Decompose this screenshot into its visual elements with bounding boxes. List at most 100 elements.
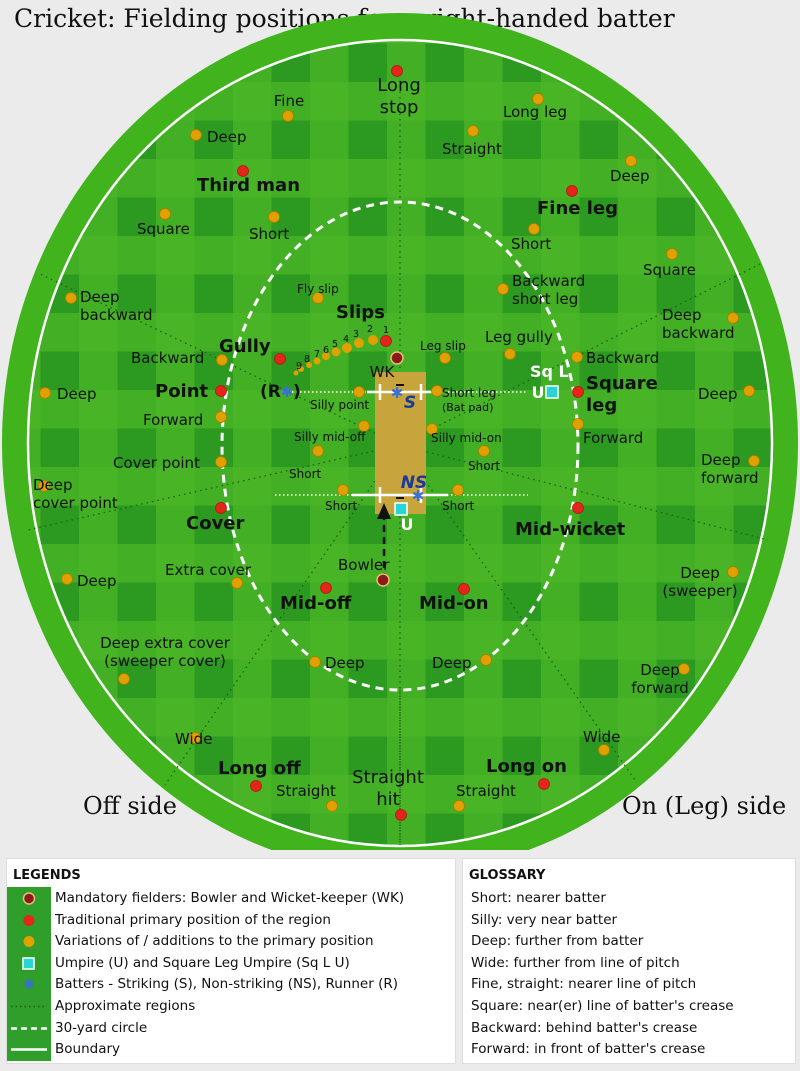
variation-position-marker xyxy=(467,125,479,137)
long-leg-label: Long leg xyxy=(503,103,567,121)
variation-position-marker xyxy=(452,484,464,496)
leg-slip-label: Leg slip xyxy=(420,339,466,353)
square-fl-label: Square xyxy=(643,261,696,279)
forward-point-label: Forward xyxy=(143,411,203,429)
slip-marker xyxy=(298,366,304,372)
primary-position-marker xyxy=(572,386,584,398)
deep-extra-cover-label: Deep extra cover (sweeper cover) xyxy=(100,634,231,670)
slip-marker xyxy=(322,352,330,360)
variation-position-marker xyxy=(39,387,51,399)
slip-number-label: 7 xyxy=(314,349,320,360)
runner-label: (R xyxy=(260,382,281,402)
runner-paren: ) xyxy=(293,382,301,402)
fine-leg-label: Fine leg xyxy=(537,198,618,219)
primary-position-marker xyxy=(380,335,392,347)
slip-marker xyxy=(306,362,312,368)
variation-position-marker xyxy=(159,208,171,220)
primary-position-marker xyxy=(572,502,584,514)
variation-position-marker xyxy=(38,480,50,492)
variation-position-marker xyxy=(727,312,739,324)
deep-mid-on-label: Deep xyxy=(432,654,472,672)
variation-position-marker xyxy=(497,283,509,295)
glossary-item: Silly: very near batter xyxy=(471,911,618,928)
variation-position-marker xyxy=(216,354,228,366)
deep-fine-label: Deep xyxy=(207,128,247,146)
wide-on-label: Wide xyxy=(583,728,620,746)
deep-backward-leg-label: Deep backward xyxy=(662,306,735,342)
variation-position-marker xyxy=(426,423,438,435)
short-fl-label: Short xyxy=(511,235,551,253)
bowler-label: Bowler xyxy=(338,556,390,574)
legend-heading: LEGENDS xyxy=(13,868,81,883)
variation-position-marker xyxy=(678,663,690,675)
backward-sq-leg-label: Backward xyxy=(586,349,659,367)
boundary-line xyxy=(26,38,774,848)
silly-mid-off-label: Silly mid-off xyxy=(294,430,366,444)
runner-marker: ✱ xyxy=(281,383,294,401)
primary-position-marker xyxy=(250,780,262,792)
fly-slip-label: Fly slip xyxy=(297,282,339,296)
deep-forward-label: Deep forward xyxy=(701,451,759,487)
backward-point-label: Backward xyxy=(131,349,204,367)
slips-label: Slips xyxy=(336,302,385,323)
primary-position-marker xyxy=(566,185,578,197)
slip-number-label: 8 xyxy=(304,354,310,365)
variation-position-marker xyxy=(189,732,201,744)
legend-item: Mandatory fielders: Bowler and Wicket-ke… xyxy=(7,887,455,910)
short-on-1-label: Short xyxy=(468,459,500,473)
creases xyxy=(352,384,448,503)
variation-position-marker xyxy=(504,348,516,360)
variation-position-marker xyxy=(61,573,73,585)
slip-number-label: 6 xyxy=(323,345,329,356)
slip-number-label: 9 xyxy=(296,361,302,372)
variation-position-marker xyxy=(453,800,465,812)
bowler-run-up-arrow xyxy=(377,503,401,845)
primary-position-marker xyxy=(215,385,227,397)
legend-item: Variations of / additions to the primary… xyxy=(7,930,455,954)
legend-item: 30-yard circle xyxy=(7,1016,455,1040)
variation-position-marker xyxy=(118,673,130,685)
slip-marker xyxy=(354,338,364,348)
variation-position-marker xyxy=(215,456,227,468)
striker-label: S xyxy=(404,393,416,413)
leg-gully-label: Leg gully xyxy=(485,328,553,346)
primary-position-marker xyxy=(274,353,286,365)
striking-batter-marker: ✱ xyxy=(391,384,404,402)
variation-position-marker xyxy=(625,155,637,167)
deep-mid-off-label: Deep xyxy=(325,654,365,672)
variation-position-marker xyxy=(312,445,324,457)
variation-position-marker xyxy=(353,386,365,398)
legend-item: Traditional primary position of the regi… xyxy=(7,908,455,932)
variation-position-marker xyxy=(268,211,280,223)
point-label: Point xyxy=(155,381,209,402)
variation-position-marker xyxy=(748,455,760,467)
variation-position-marker xyxy=(598,744,610,756)
glossary-item: Forward: in front of batter's crease xyxy=(471,1041,706,1058)
deep-long-leg-label: Deep xyxy=(610,167,650,185)
deep-sweeper-label: Deep (sweeper) xyxy=(662,564,737,600)
glossary-item: Short: nearer batter xyxy=(471,890,606,906)
mid-off-label: Mid-off xyxy=(280,593,352,614)
non-striker-label: NS xyxy=(401,473,427,493)
deep-point-label: Deep xyxy=(57,385,97,403)
slip-marker xyxy=(293,370,299,376)
variation-position-marker xyxy=(190,129,202,141)
primary-position-marker xyxy=(391,65,403,77)
variation-position-marker xyxy=(478,445,490,457)
short-off-2-label: Short xyxy=(325,499,357,513)
slip-number-label: 2 xyxy=(367,324,373,335)
slip-number-label: 5 xyxy=(332,339,338,350)
primary-position-marker xyxy=(538,778,550,790)
short-leg-label: Short leg xyxy=(442,386,496,400)
variation-position-marker xyxy=(215,411,227,423)
straight-off-label: Straight xyxy=(276,782,336,800)
extra-cover-label: Extra cover xyxy=(165,561,252,579)
glossary-item: Square: near(er) line of batter's crease xyxy=(471,997,734,1014)
variation-position-marker xyxy=(571,351,583,363)
glossary-item: Backward: behind batter's crease xyxy=(471,1019,698,1036)
bowler-marker xyxy=(376,573,390,587)
slip-number-label: 1 xyxy=(383,325,389,336)
variation-position-marker xyxy=(337,484,349,496)
slip-marker xyxy=(331,347,341,357)
